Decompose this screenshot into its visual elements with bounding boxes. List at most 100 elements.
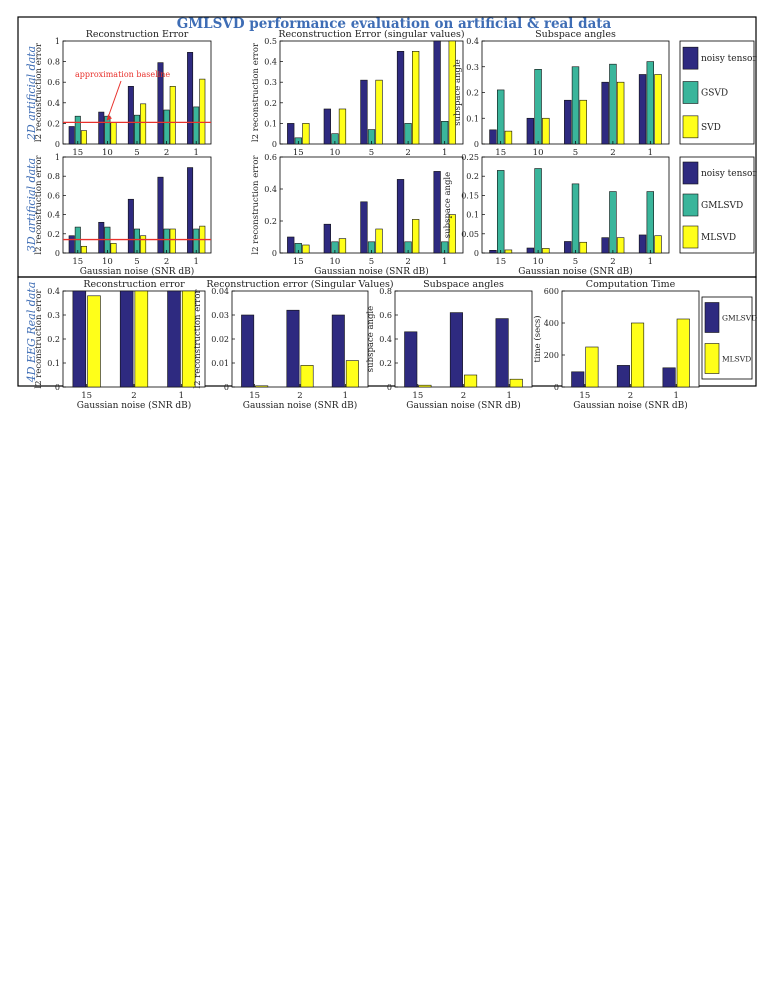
x-tick-label: 1 bbox=[193, 257, 198, 267]
bar-gmlsvd-2 bbox=[119, 290, 134, 388]
bar-mlsvd-5 bbox=[579, 241, 587, 254]
bar-noisy-tensor-5 bbox=[360, 79, 368, 145]
bar-mlsvd-15 bbox=[585, 346, 599, 388]
bar-gmlsvd-5 bbox=[571, 183, 580, 254]
bar-noisy-tensor-2 bbox=[601, 237, 609, 254]
bar-svd-2 bbox=[169, 86, 176, 145]
bar-mlsvd-1 bbox=[181, 290, 196, 388]
y-tick-label: 0.5 bbox=[264, 37, 277, 46]
bar-svd-15 bbox=[302, 123, 310, 145]
bar-gmlsvd-15 bbox=[404, 331, 418, 388]
bar-svd-2 bbox=[412, 50, 420, 145]
bar-noisy-tensor-2 bbox=[396, 50, 405, 145]
y-axis-label: l2 reconstruction error bbox=[34, 155, 44, 255]
chart-title: Subspace angles bbox=[423, 279, 504, 290]
bar-svd-10 bbox=[338, 108, 347, 145]
x-axis-label: Gaussian noise (SNR dB) bbox=[406, 400, 520, 411]
y-tick-label: 0.2 bbox=[379, 359, 392, 368]
bottom-panel-frame bbox=[17, 276, 757, 387]
y-tick-label: 1 bbox=[55, 153, 60, 162]
legend-label: SVD bbox=[701, 123, 721, 133]
chart-title: Reconstruction error (Singular Values) bbox=[206, 279, 393, 290]
bar-gmlsvd-2 bbox=[609, 191, 617, 254]
bar-mlsvd-5 bbox=[375, 228, 383, 254]
legend-2: GMLSVD MLSVD bbox=[701, 296, 757, 380]
bar-mlsvd-15 bbox=[87, 295, 101, 388]
figure-title: GMLSVD performance evaluation on artific… bbox=[177, 16, 612, 32]
y-tick-label: 400 bbox=[544, 319, 559, 328]
bar-gmlsvd-1 bbox=[167, 290, 181, 388]
bar-mlsvd-5 bbox=[140, 235, 147, 254]
chart-8: 0 0.2 0.4 0.6 0.8 15 2 1 Subspace angles Gaussian… bbox=[366, 279, 533, 411]
y-tick-label: 0.2 bbox=[47, 230, 60, 239]
y-tick-label: 0.6 bbox=[264, 153, 277, 162]
y-tick-label: 0 bbox=[272, 140, 277, 149]
bar-gmlsvd-1 bbox=[662, 367, 676, 388]
bar-noisy-tensor-2 bbox=[157, 176, 164, 254]
bar-gsvd-5 bbox=[134, 114, 140, 145]
bar-gsvd-1 bbox=[646, 61, 655, 145]
bar-gmlsvd-2 bbox=[286, 309, 300, 388]
legend-label: GMLSVD bbox=[722, 314, 757, 323]
bar-gmlsvd-1 bbox=[331, 314, 345, 388]
legend-swatch bbox=[682, 193, 699, 217]
bar-gmlsvd-1 bbox=[193, 228, 200, 254]
chart-1: 0 0.1 0.2 0.3 0.4 0.5 15 10 5 2 1 Reconstruction Er… bbox=[251, 29, 465, 158]
bar-mlsvd-1 bbox=[448, 214, 456, 254]
bar-noisy-tensor-5 bbox=[564, 99, 572, 145]
y-tick-label: 0.03 bbox=[211, 311, 229, 320]
x-tick-label: 15 bbox=[412, 391, 423, 401]
x-tick-label: 10 bbox=[329, 148, 340, 158]
bar-noisy-tensor-1 bbox=[187, 167, 194, 254]
y-tick-label: 0.4 bbox=[264, 185, 277, 194]
bar-gsvd-15 bbox=[496, 89, 505, 145]
legend-1: noisy tensor GMLSVD MLSVD bbox=[679, 156, 757, 254]
y-tick-label: 0.2 bbox=[466, 89, 479, 98]
x-tick-label: 5 bbox=[369, 148, 374, 158]
bar-svd-5 bbox=[579, 99, 587, 145]
bar-svd-2 bbox=[616, 81, 625, 145]
chart-5: 0 0.05 0.1 0.15 0.2 0.25 15 10 5 2 1 Gaussian noise… bbox=[443, 153, 670, 277]
x-tick-label: 10 bbox=[102, 148, 113, 158]
bar-gsvd-1 bbox=[441, 121, 449, 145]
bar-mlsvd-10 bbox=[110, 243, 117, 254]
chart-title: Subspace angles bbox=[535, 29, 616, 40]
bar-noisy-tensor-2 bbox=[157, 62, 164, 145]
y-tick-label: 0.6 bbox=[47, 191, 60, 200]
y-tick-label: 0 bbox=[55, 140, 60, 149]
bar-mlsvd-1 bbox=[509, 378, 523, 388]
bar-noisy-tensor-10 bbox=[526, 247, 535, 254]
plot-area bbox=[561, 290, 700, 388]
bar-gsvd-1 bbox=[193, 106, 200, 145]
legend-swatch bbox=[704, 302, 720, 333]
bar-gmlsvd-1 bbox=[495, 318, 509, 388]
legend-swatch bbox=[682, 225, 699, 249]
legend-swatch bbox=[682, 161, 699, 185]
bar-mlsvd-2 bbox=[631, 322, 645, 388]
bar-noisy-tensor-15 bbox=[489, 250, 497, 254]
bar-noisy-tensor-10 bbox=[323, 108, 331, 145]
chart-6: 0 0.1 0.2 0.3 0.4 15 2 1 Reconstruction error Gau… bbox=[34, 279, 206, 411]
bar-gmlsvd-2 bbox=[449, 312, 463, 388]
y-tick-label: 0.2 bbox=[466, 172, 479, 181]
bar-svd-1 bbox=[654, 74, 662, 145]
y-axis-label: l2 reconstruction error bbox=[34, 289, 44, 389]
x-tick-label: 5 bbox=[573, 148, 578, 158]
y-tick-label: 0 bbox=[387, 383, 392, 392]
bar-mlsvd-15 bbox=[255, 385, 269, 388]
y-tick-label: 0 bbox=[554, 383, 559, 392]
bar-gsvd-15 bbox=[74, 115, 81, 145]
bar-noisy-tensor-15 bbox=[287, 123, 295, 145]
bar-noisy-tensor-1 bbox=[187, 52, 194, 145]
bar-gmlsvd-1 bbox=[646, 191, 655, 254]
bar-svd-10 bbox=[110, 122, 117, 145]
x-tick-label: 10 bbox=[533, 257, 544, 267]
y-axis-label: subspace angle bbox=[453, 59, 463, 125]
bar-mlsvd-10 bbox=[542, 248, 550, 254]
bar-mlsvd-15 bbox=[418, 384, 432, 388]
bar-gsvd-2 bbox=[163, 109, 170, 145]
y-tick-label: 0.6 bbox=[47, 78, 60, 87]
row-label-eeg: 4D EEG Real data bbox=[25, 282, 38, 384]
x-axis-label: Gaussian noise (SNR dB) bbox=[573, 400, 687, 411]
